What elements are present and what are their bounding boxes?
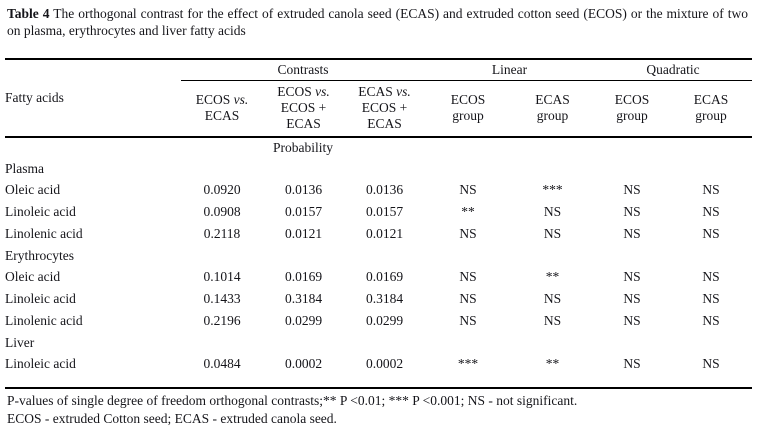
cell-value: 0.0920 — [203, 182, 241, 197]
cell-value: 0.0002 — [365, 356, 404, 371]
fatty-acid-label: Linoleic acid — [5, 356, 76, 371]
cell-value: NS — [623, 226, 641, 241]
col-linear-ecas-group: ECAS group — [511, 80, 595, 138]
cell-value: 0.1014 — [203, 269, 241, 284]
col-quadratic-ecos-group: ECOS group — [594, 80, 671, 138]
cell-value: NS — [459, 291, 477, 306]
cell-value: 0.0157 — [365, 204, 404, 219]
cell-value: 0.0157 — [284, 204, 323, 219]
cell-value: 0.0121 — [284, 226, 323, 241]
orthogonal-contrast-table: Fatty acids Contrasts Linear Quadratic E… — [5, 58, 753, 389]
cell-value: NS — [623, 313, 641, 328]
col-linear-ecos-group: ECOS group — [425, 80, 512, 138]
section-label: Plasma — [5, 160, 44, 176]
section-label: Erythrocytes — [5, 247, 74, 263]
spacer-row — [5, 375, 752, 388]
cell-value: ** — [545, 356, 560, 371]
cell-value: NS — [702, 313, 720, 328]
section-label: Liver — [5, 334, 35, 350]
group-header-row: Fatty acids Contrasts Linear Quadratic — [5, 59, 753, 138]
col-ecas-vs-mix: ECAS vs. ECOS + ECAS — [344, 80, 426, 138]
cell-value: 0.2118 — [203, 226, 241, 241]
cell-value: NS — [459, 269, 477, 284]
cell-value: 0.3184 — [284, 291, 323, 306]
section-row-liver: Liver — [5, 332, 752, 353]
vs-italic: vs. — [315, 84, 330, 100]
cell-value: 0.2196 — [203, 313, 241, 328]
cell-value: NS — [623, 291, 641, 306]
table-row: Linoleic acid 0.0484 0.0002 0.0002 *** *… — [5, 353, 752, 375]
cell-value: ** — [461, 204, 475, 219]
section-row-plasma: Plasma — [5, 158, 752, 179]
cell-value: NS — [543, 226, 562, 241]
column-header-row: ECOS vs. ECAS ECOS vs. ECOS + ECAS ECAS … — [5, 80, 753, 138]
cell-value: NS — [702, 182, 720, 197]
cell-value: 0.1433 — [203, 291, 241, 306]
probability-row: Probability — [5, 137, 752, 158]
table-caption-text: The orthogonal contrast for the effect o… — [7, 6, 748, 38]
table-row: Oleic acid 0.1014 0.0169 0.0169 NS ** NS… — [5, 266, 752, 288]
cell-value: 0.0169 — [284, 269, 323, 284]
cell-value: NS — [702, 356, 720, 371]
cell-value: NS — [543, 291, 562, 306]
footnote-abbreviations: ECOS - extruded Cotton seed; ECAS - extr… — [7, 411, 337, 426]
cell-value: NS — [543, 313, 562, 328]
cell-value: 0.0484 — [203, 356, 241, 371]
fatty-acid-label: Linolenic acid — [5, 313, 83, 328]
cell-value: 0.0121 — [365, 226, 404, 241]
cell-value: NS — [702, 269, 720, 284]
cell-value: 0.0299 — [284, 313, 323, 328]
section-row-erythrocytes: Erythrocytes — [5, 245, 752, 266]
table-row: Oleic acid 0.0920 0.0136 0.0136 NS *** N… — [5, 179, 752, 201]
cell-value: NS — [459, 182, 477, 197]
cell-value: 0.0908 — [203, 204, 241, 219]
group-contrasts: Contrasts — [181, 59, 426, 81]
cell-value: NS — [623, 204, 641, 219]
table-row: Linoleic acid 0.0908 0.0157 0.0157 ** NS… — [5, 201, 752, 223]
col-ecos-vs-ecas: ECOS vs. ECAS — [181, 80, 263, 138]
table-number: Table 4 — [7, 6, 50, 21]
cell-value: NS — [623, 182, 641, 197]
table-row: Linolenic acid 0.2118 0.0121 0.0121 NS N… — [5, 223, 752, 245]
footnote-significance: P-values of single degree of freedom ort… — [7, 393, 578, 408]
col-quadratic-ecas-group: ECAS group — [670, 80, 753, 138]
cell-value: NS — [623, 269, 641, 284]
cell-value: 0.0169 — [365, 269, 404, 284]
table-row: Linolenic acid 0.2196 0.0299 0.0299 NS N… — [5, 310, 752, 332]
cell-value: NS — [459, 226, 477, 241]
fatty-acid-label: Oleic acid — [5, 182, 61, 197]
probability-label: Probability — [273, 140, 333, 155]
table-row: Linoleic acid 0.1433 0.3184 0.3184 NS NS… — [5, 288, 752, 310]
cell-value: *** — [542, 182, 563, 197]
cell-value: NS — [702, 226, 720, 241]
row-axis-label: Fatty acids — [5, 59, 181, 138]
table-caption: Table 4 The orthogonal contrast for the … — [0, 0, 757, 39]
vs-italic: vs. — [396, 84, 411, 100]
cell-value: 0.3184 — [365, 291, 404, 306]
cell-value: NS — [623, 356, 641, 371]
cell-value: 0.0136 — [284, 182, 323, 197]
fatty-acid-label: Linolenic acid — [5, 226, 83, 241]
cell-value: NS — [543, 204, 562, 219]
cell-value: *** — [457, 356, 479, 371]
cell-value: 0.0299 — [365, 313, 404, 328]
cell-value: ** — [545, 269, 560, 284]
vs-italic: vs. — [233, 92, 249, 108]
cell-value: NS — [702, 204, 720, 219]
group-quadratic: Quadratic — [594, 59, 753, 81]
fatty-acid-label: Oleic acid — [5, 269, 61, 284]
fatty-acid-label: Linoleic acid — [5, 204, 76, 219]
col-ecos-vs-mix: ECOS vs. ECOS + ECAS — [263, 80, 344, 138]
group-linear: Linear — [425, 59, 595, 81]
fatty-acid-label: Linoleic acid — [5, 291, 76, 306]
cell-value: NS — [459, 313, 477, 328]
cell-value: 0.0002 — [284, 356, 323, 371]
cell-value: 0.0136 — [365, 182, 404, 197]
footnotes: P-values of single degree of freedom ort… — [7, 392, 748, 428]
cell-value: NS — [702, 291, 720, 306]
